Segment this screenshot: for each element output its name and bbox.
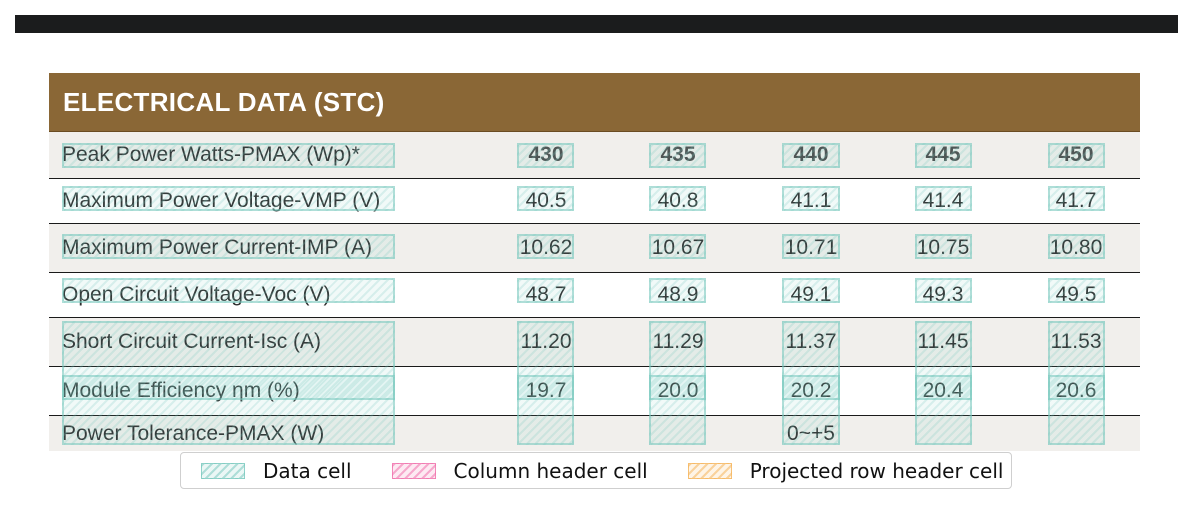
table-row: Module Efficiency ηm (%) 19.7 20.0 20.2 20.4…	[49, 367, 1140, 416]
data-cell: 20.2	[790, 379, 832, 402]
data-cell: 11.37	[785, 330, 837, 353]
data-cell: 41.4	[922, 189, 964, 212]
data-cell: 440	[793, 143, 829, 166]
row-label: Peak Power Watts-PMAX (Wp)*	[62, 143, 360, 166]
data-cell: 48.7	[525, 283, 567, 306]
data-cell: 11.53	[1050, 330, 1102, 353]
data-cell: 10.75	[916, 236, 970, 259]
row-label: Power Tolerance-PMAX (W)	[62, 421, 325, 445]
table-row: Open Circuit Voltage-Voc (V) 48.7 48.9 49.1…	[49, 273, 1140, 318]
data-cell: 49.5	[1055, 283, 1097, 306]
table-row: Short Circuit Current-Isc (A) 11.20 11.29 1…	[49, 318, 1140, 367]
data-cell: 445	[925, 143, 961, 166]
row-label: Short Circuit Current-Isc (A)	[62, 330, 322, 353]
data-cell: 19.7	[525, 379, 567, 402]
table-row: Peak Power Watts-PMAX (Wp)* 430 435 440 445 4…	[49, 132, 1140, 179]
electrical-data-table: ELECTRICAL DATA (STC) Peak Power Watts-P…	[49, 73, 1140, 451]
data-cell: 41.7	[1055, 189, 1097, 212]
legend-label-column-header: Column header cell	[453, 458, 648, 483]
table-title-bar: ELECTRICAL DATA (STC)	[49, 73, 1140, 132]
data-cell: 20.6	[1055, 379, 1097, 402]
legend-item-column-header: Column header cell	[391, 458, 648, 483]
data-cell: 49.1	[790, 283, 832, 306]
row-label: Maximum Power Voltage-VMP (V)	[62, 189, 381, 212]
data-cell: 41.1	[790, 189, 832, 212]
data-cell: 20.0	[657, 379, 699, 402]
legend: Data cell Column header cell Projected r…	[180, 452, 1012, 489]
column-header-swatch	[391, 462, 436, 479]
data-cell: 435	[660, 143, 696, 166]
row-label: Open Circuit Voltage-Voc (V)	[62, 283, 331, 306]
data-cell: 10.71	[784, 236, 838, 259]
data-cell: 11.45	[917, 330, 969, 353]
legend-item-data-cell: Data cell	[201, 459, 352, 483]
data-cell: 10.67	[651, 236, 705, 259]
row-label: Module Efficiency ηm (%)	[62, 379, 300, 402]
projected-row-header-swatch	[687, 462, 732, 479]
legend-label-data-cell: Data cell	[263, 458, 352, 483]
data-cell: 430	[528, 143, 564, 166]
data-cell: 20.4	[922, 379, 964, 402]
data-cell: 40.8	[657, 189, 699, 212]
table-row: Power Tolerance-PMAX (W) 0~+5	[49, 416, 1140, 451]
data-cell: 48.9	[657, 283, 699, 306]
legend-label-projected-row-header: Projected row header cell	[749, 458, 1004, 483]
legend-item-projected-row-header: Projected row header cell	[687, 458, 1004, 483]
data-cell: 10.80	[1049, 236, 1103, 259]
table-row: Maximum Power Voltage-VMP (V) 40.5 40.8 41.…	[49, 179, 1140, 224]
data-cell: 49.3	[922, 283, 964, 306]
data-cell: 11.29	[652, 330, 704, 353]
table-row: Maximum Power Current-IMP (A) 10.62 10.67 1…	[49, 224, 1140, 273]
table-title: ELECTRICAL DATA (STC)	[63, 86, 385, 117]
data-cell: 10.62	[519, 236, 573, 259]
data-cell-swatch	[201, 462, 245, 479]
top-image-strip	[15, 15, 1178, 33]
data-cell: 0~+5	[787, 421, 835, 445]
table-body: Peak Power Watts-PMAX (Wp)* 430 435 440 445 4…	[49, 132, 1140, 451]
row-label: Maximum Power Current-IMP (A)	[62, 236, 372, 259]
data-cell: 40.5	[525, 189, 567, 212]
data-cell: 11.20	[520, 330, 572, 353]
data-cell: 450	[1058, 143, 1094, 166]
